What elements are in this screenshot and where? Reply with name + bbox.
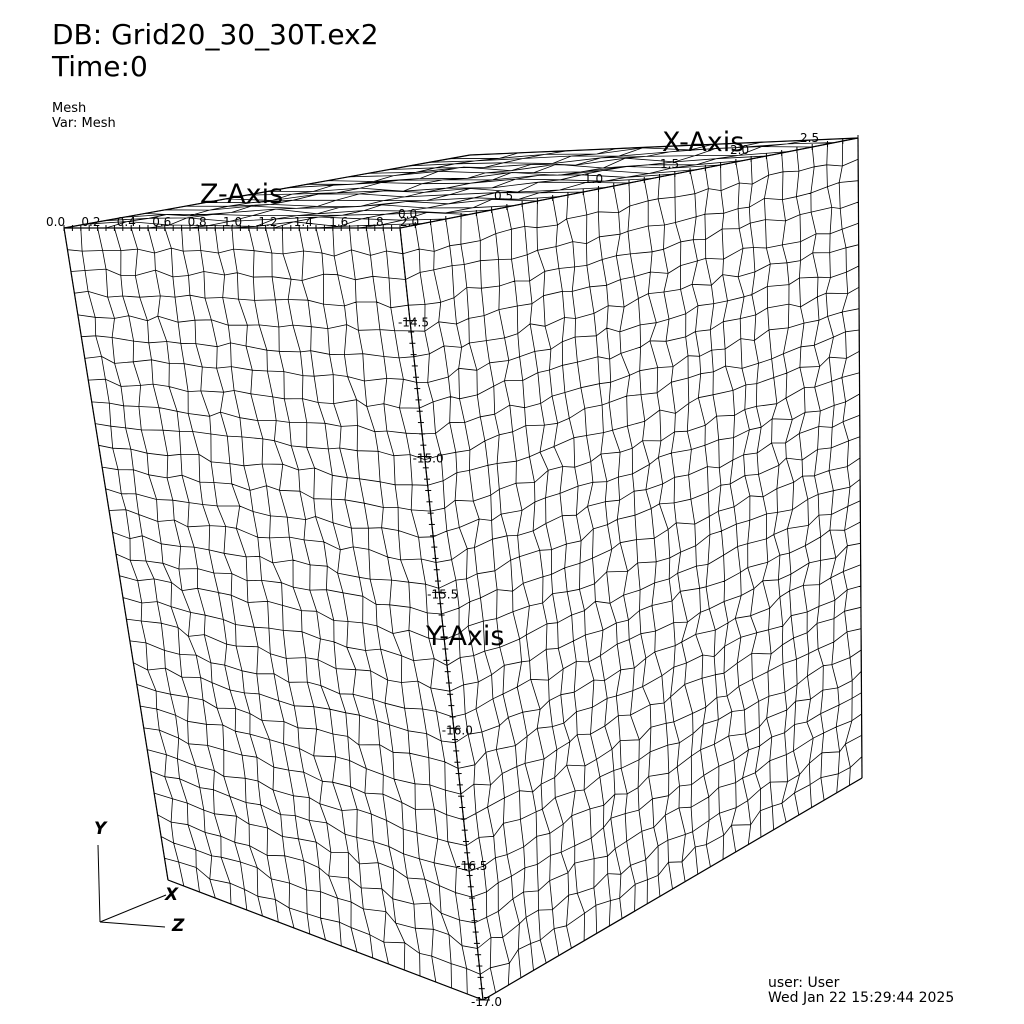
y-axis-title: Y-Axis <box>425 621 504 652</box>
user-label: user: User <box>768 975 840 991</box>
box-edge <box>482 777 863 1001</box>
z-tick-label: 0.8 <box>188 215 207 229</box>
x-tick-label: 1.5 <box>660 157 679 171</box>
z-tick-label: 2.0 <box>400 215 419 229</box>
box-edge <box>167 879 484 1001</box>
y-tick-label: -16.5 <box>456 859 487 873</box>
z-tick-label: 0.6 <box>152 215 171 229</box>
box-edge <box>469 137 859 156</box>
box-edge <box>399 227 484 1001</box>
triad-x-label: X <box>164 885 179 905</box>
y-tick-label: -15.0 <box>413 452 444 466</box>
y-tick-label: -16.0 <box>442 723 473 737</box>
z-tick-label: 1.4 <box>294 215 313 229</box>
database-title: DB: Grid20_30_30T.ex2 <box>52 18 379 51</box>
z-tick-label: 1.0 <box>223 215 242 229</box>
y-tick-label: -15.5 <box>427 587 458 601</box>
triad-z-label: Z <box>171 916 185 936</box>
z-axis-title: Z-Axis <box>200 179 283 210</box>
triad-y-label: Y <box>94 819 108 839</box>
x-tick-label: 0.5 <box>494 189 513 203</box>
mesh-lines <box>63 227 484 1001</box>
plot-type-label: Mesh <box>52 101 87 116</box>
z-tick-label: 1.2 <box>258 215 277 229</box>
orientation-triad: Y X Z <box>94 819 185 936</box>
box-edge <box>63 227 169 881</box>
z-tick-label: 1.8 <box>365 215 384 229</box>
z-tick-label: 0.2 <box>81 215 100 229</box>
z-tick-label: 1.6 <box>329 215 348 229</box>
z-tick-label: 0.0 <box>46 215 65 229</box>
y-tick-label: -17.0 <box>471 995 502 1009</box>
x-tick-label: 2.0 <box>730 143 749 157</box>
variable-label: Var: Mesh <box>52 116 116 131</box>
timestamp-label: Wed Jan 22 15:29:44 2025 <box>768 990 955 1006</box>
box-edge <box>857 137 863 779</box>
mesh-left-face <box>63 227 484 1001</box>
z-tick-label: 0.4 <box>117 215 136 229</box>
x-tick-label: 1.0 <box>584 172 603 186</box>
x-tick-label: 0.0 <box>398 207 417 221</box>
y-tick-label: -14.5 <box>398 316 429 330</box>
box-edge <box>63 154 471 229</box>
x-tick-label: 2.5 <box>800 131 819 145</box>
axis-ticks: -14.5 -15.0 -15.5 -16.0 -16.5 -17.0 0.0 0.2 0.4 0… <box>46 131 859 1009</box>
x-axis-title: X-Axis <box>662 127 744 158</box>
time-label: Time:0 <box>52 50 148 83</box>
